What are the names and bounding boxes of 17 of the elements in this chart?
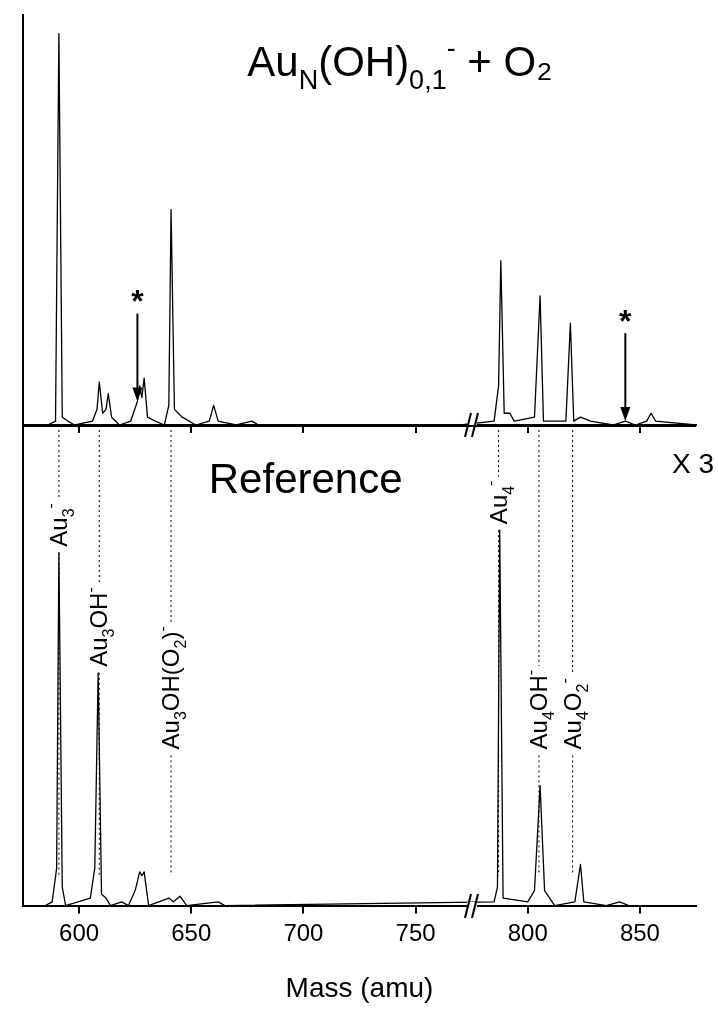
ref-line-label: Au4OH- [522, 669, 558, 750]
annotation: * [619, 302, 633, 339]
annotation: * [131, 283, 145, 320]
ref-line-label: Au4O2- [555, 678, 591, 750]
x-tick-label: 600 [59, 918, 100, 946]
x-tick-label: 750 [395, 918, 436, 946]
chart-title: Reference [208, 455, 403, 502]
x-axis-title: Mass (amu) [285, 971, 434, 1003]
x-tick-label: 850 [619, 918, 660, 946]
ref-line-label: Au3OH- [82, 587, 118, 667]
ref-line-label: Au3- [42, 503, 78, 547]
x-tick-label: 800 [507, 918, 548, 946]
x-tick-label: 650 [171, 918, 212, 946]
ref-line-label: Au3OH(O2)- [154, 626, 190, 750]
x-tick-label: 700 [283, 918, 324, 946]
text: X 3 [671, 447, 714, 479]
ref-line-label: Au4- [481, 480, 517, 525]
